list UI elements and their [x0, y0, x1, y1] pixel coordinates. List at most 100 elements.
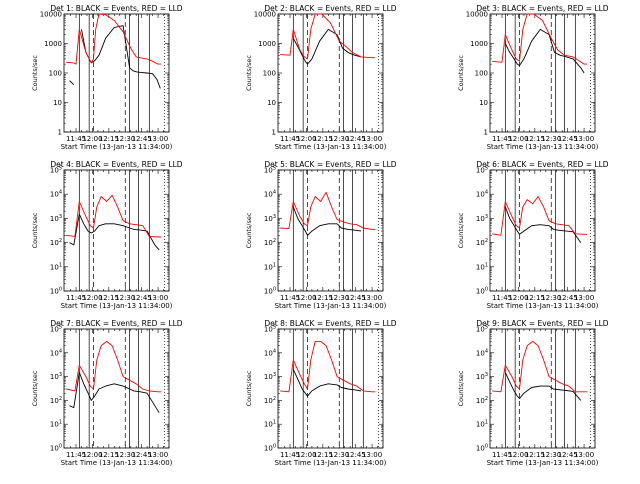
detector-panel-9: Det 9: BLACK = Events, RED = LLD 100 101 10…	[457, 319, 609, 467]
y-tick-label: 102	[476, 396, 488, 405]
panel-title: Det 3: BLACK = Events, RED = LLD	[476, 4, 608, 13]
y-axis-label: Counts/sec	[245, 55, 253, 91]
y-tick-label: 100	[476, 444, 488, 453]
y-tick-label: 10	[267, 99, 276, 107]
x-axis-label: Start Time (13-Jan-13 11:34:00)	[487, 302, 599, 310]
x-axis-label: Start Time (13-Jan-13 11:34:00)	[61, 459, 173, 467]
x-tick-label: 12:00	[508, 294, 528, 302]
y-tick-label: 1000	[258, 40, 276, 48]
detector-panel-2: Det 2: BLACK = Events, RED = LLD 1 10 100 10…	[245, 4, 397, 151]
y-tick-label: 105	[264, 325, 276, 334]
x-tick-label: 12:30	[329, 135, 349, 143]
y-tick-label: 105	[476, 325, 488, 334]
panel-title: Det 2: BLACK = Events, RED = LLD	[264, 4, 396, 13]
x-tick-label: 12:15	[99, 294, 119, 302]
y-axis-label: Counts/sec	[245, 370, 253, 406]
plot-frame	[489, 13, 596, 133]
lld-series-line	[492, 13, 588, 65]
x-axis-label: Start Time (13-Jan-13 11:34:00)	[61, 143, 173, 151]
x-tick-label: 11:45	[280, 451, 300, 459]
y-tick-label: 103	[50, 372, 62, 381]
events-series-line	[292, 206, 362, 236]
y-tick-label: 102	[50, 396, 62, 405]
plot-frame	[63, 328, 170, 449]
y-tick-label: 105	[50, 325, 62, 334]
lld-series-line	[66, 194, 162, 238]
y-tick-label: 102	[476, 238, 488, 247]
x-tick-label: 11:45	[492, 135, 512, 143]
panel-title: Det 1: BLACK = Events, RED = LLD	[50, 4, 182, 13]
y-axis-label: Counts/sec	[31, 212, 39, 248]
panel-title: Det 5: BLACK = Events, RED = LLD	[264, 160, 396, 169]
x-tick-label: 12:30	[115, 451, 135, 459]
x-tick-label: 13:00	[574, 451, 594, 459]
x-tick-label: 12:30	[541, 451, 561, 459]
detector-panel-4: Det 4: BLACK = Events, RED = LLD 100 101 10…	[31, 160, 183, 310]
y-tick-label: 1	[58, 129, 62, 137]
y-axis-label: Counts/sec	[245, 212, 253, 248]
y-tick-label: 100	[49, 70, 62, 78]
y-tick-label: 100	[264, 287, 276, 296]
x-tick-label: 12:30	[541, 135, 561, 143]
y-tick-label: 103	[476, 214, 488, 223]
y-tick-label: 104	[50, 190, 62, 199]
panel-title: Det 4: BLACK = Events, RED = LLD	[50, 160, 182, 169]
x-tick-label: 11:45	[492, 294, 512, 302]
detector-panel-6: Det 6: BLACK = Events, RED = LLD 100 101 10…	[457, 160, 609, 310]
x-tick-label: 12:15	[313, 451, 333, 459]
x-tick-label: 12:00	[296, 451, 316, 459]
y-tick-label: 105	[264, 166, 276, 175]
lld-series-line	[492, 340, 588, 393]
y-tick-label: 101	[264, 262, 276, 271]
x-tick-label: 12:45	[132, 451, 152, 459]
x-tick-label: 12:15	[313, 294, 333, 302]
y-tick-label: 101	[476, 262, 488, 271]
x-tick-label: 12:45	[132, 135, 152, 143]
x-tick-label: 12:30	[115, 135, 135, 143]
x-tick-label: 12:45	[346, 451, 366, 459]
y-axis-label: Counts/sec	[457, 370, 465, 406]
y-tick-label: 100	[264, 444, 276, 453]
y-tick-label: 101	[476, 420, 488, 429]
panel-title: Det 6: BLACK = Events, RED = LLD	[476, 160, 608, 169]
y-axis-label: Counts/sec	[31, 55, 39, 91]
plot-frame	[63, 169, 170, 292]
y-tick-label: 100	[263, 70, 276, 78]
x-tick-label: 12:30	[329, 294, 349, 302]
x-axis-label: Start Time (13-Jan-13 11:34:00)	[487, 459, 599, 467]
y-tick-label: 102	[264, 396, 276, 405]
x-axis-label: Start Time (13-Jan-13 11:34:00)	[275, 143, 387, 151]
x-tick-label: 12:15	[525, 294, 545, 302]
plot-frame	[277, 328, 384, 449]
x-axis-label: Start Time (13-Jan-13 11:34:00)	[61, 302, 173, 310]
x-tick-label: 13:00	[148, 135, 168, 143]
lld-series-line	[66, 340, 162, 393]
x-tick-label: 12:15	[313, 135, 333, 143]
y-tick-label: 104	[50, 348, 62, 357]
x-tick-label: 11:45	[66, 451, 86, 459]
detector-panel-3: Det 3: BLACK = Events, RED = LLD 1 10 100 10…	[457, 4, 609, 151]
y-tick-label: 10000	[254, 11, 276, 19]
x-tick-label: 11:45	[66, 294, 86, 302]
x-tick-label: 12:45	[558, 451, 578, 459]
lld-series-line	[280, 13, 376, 60]
y-tick-label: 104	[264, 348, 276, 357]
events-series-line	[292, 28, 362, 65]
x-tick-label: 12:30	[329, 451, 349, 459]
y-tick-label: 102	[264, 238, 276, 247]
x-axis-label: Start Time (13-Jan-13 11:34:00)	[275, 302, 387, 310]
plot-frame	[277, 169, 384, 292]
y-tick-label: 103	[264, 214, 276, 223]
y-tick-label: 10000	[40, 11, 62, 19]
y-tick-label: 103	[476, 372, 488, 381]
y-axis-label: Counts/sec	[457, 55, 465, 91]
events-series-line	[69, 371, 160, 414]
y-axis-label: Counts/sec	[31, 370, 39, 406]
panel-title: Det 7: BLACK = Events, RED = LLD	[50, 319, 182, 328]
x-tick-label: 11:45	[280, 294, 300, 302]
y-tick-label: 1	[484, 129, 488, 137]
x-tick-label: 12:45	[132, 294, 152, 302]
x-tick-label: 12:45	[346, 135, 366, 143]
x-tick-label: 11:45	[66, 135, 86, 143]
